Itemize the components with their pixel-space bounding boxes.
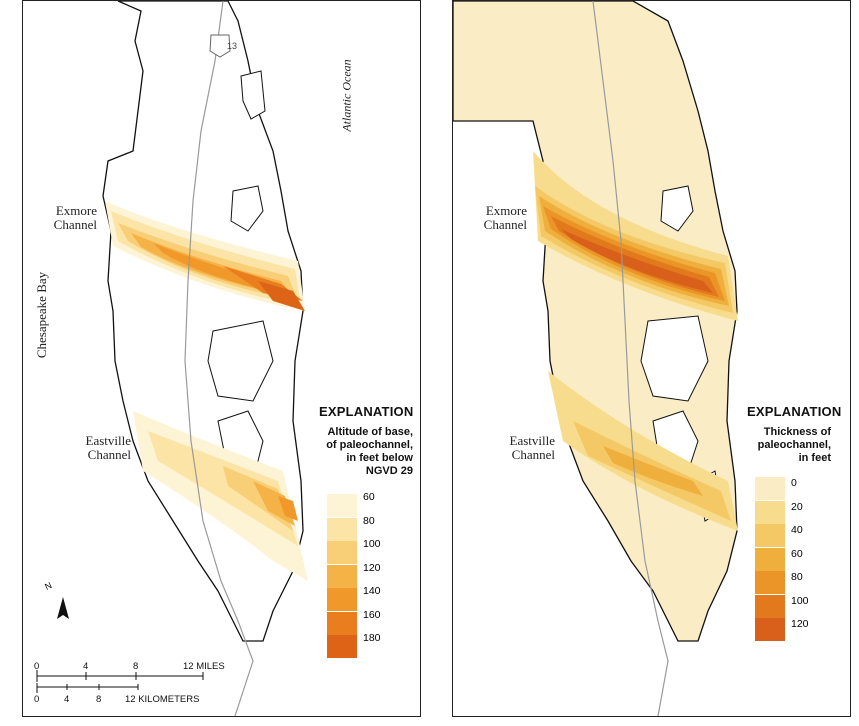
eastville-thick-60 — [603, 446, 703, 496]
road — [592, 1, 669, 716]
scale-km-12: 12 KILOMETERS — [125, 694, 200, 705]
route-13-label: 13 — [227, 41, 238, 51]
right-explanation-title: EXPLANATION — [747, 404, 842, 419]
legend-swatch — [755, 618, 785, 641]
scale-bar-km — [36, 683, 139, 693]
eastville-channel-140 — [278, 496, 298, 521]
scale-bar-miles — [36, 670, 204, 682]
legend-value: 140 — [363, 585, 381, 597]
scale-mi-0: 0 — [34, 661, 40, 672]
legend-swatch — [327, 494, 357, 517]
legend-swatch — [327, 611, 357, 635]
legend-swatch — [755, 571, 785, 594]
legend-swatch — [327, 635, 357, 658]
legend-value: 80 — [791, 571, 803, 583]
legend-swatch — [327, 588, 357, 611]
exmore-channel-180 — [258, 281, 305, 311]
eastville-channel-80 — [148, 431, 298, 546]
legend-value: 160 — [363, 608, 381, 621]
altitude-map-panel: 13 Exmore Channel Eastville Channel Chesap… — [22, 0, 421, 717]
marsh-island — [640, 315, 709, 402]
legend-value: 100 — [791, 594, 809, 607]
scale-km-4: 4 — [64, 694, 70, 705]
legend-value: 60 — [791, 547, 803, 560]
north-arrow-icon — [57, 597, 69, 619]
route-13-shield-icon — [209, 34, 231, 58]
legend-swatch — [327, 564, 357, 588]
eastville-channel-120 — [253, 481, 295, 526]
legend-value: 40 — [791, 524, 803, 536]
altitude-map-svg — [36, 1, 308, 716]
scale-km-8: 8 — [96, 694, 102, 705]
scale-mi-12: 12 MILES — [183, 661, 225, 672]
chesapeake-bay-label: Chesapeake Bay — [34, 271, 50, 359]
legend-swatch — [755, 500, 785, 524]
scale-mi-4: 4 — [83, 661, 89, 672]
left-explanation-title: EXPLANATION — [319, 404, 414, 419]
left-explanation-description: Altitude of base, of paleochannel, in fe… — [326, 426, 413, 477]
legend-value: 0 — [791, 477, 797, 489]
scale-km-0: 0 — [34, 694, 40, 705]
legend-swatch — [755, 594, 785, 618]
marsh-island — [207, 320, 274, 402]
right-exmore-channel-label: Exmore Channel — [483, 203, 527, 232]
route-13-road — [184, 1, 254, 716]
exmore-channel-label: Exmore Channel — [53, 203, 97, 232]
thickness-map-panel: Exmore Channel Eastville Channel EXPLANATI… — [452, 0, 851, 717]
legend-swatch — [327, 517, 357, 541]
legend-value: 120 — [791, 618, 809, 630]
legend-value: 100 — [363, 538, 381, 550]
marsh-island — [660, 185, 694, 232]
legend-swatch — [755, 477, 785, 500]
legend-value: 20 — [791, 500, 803, 513]
exmore-thick-120 — [561, 229, 713, 293]
marsh-island — [240, 70, 266, 120]
thickness-map-svg — [453, 1, 738, 716]
legend-swatch — [755, 547, 785, 571]
legend-swatch — [327, 541, 357, 564]
right-explanation-description: Thickness of paleochannel, in feet — [757, 426, 831, 464]
eastville-channel-label: Eastville Channel — [85, 433, 132, 462]
legend-value: 80 — [363, 514, 375, 527]
atlantic-ocean-label: Atlantic Ocean — [339, 59, 354, 132]
legend-value: 120 — [363, 561, 381, 574]
legend-value: 180 — [363, 632, 381, 644]
legend-value: 60 — [363, 491, 375, 503]
scale-mi-8: 8 — [133, 661, 139, 672]
marsh-island — [230, 185, 264, 232]
right-eastville-channel-label: Eastville Channel — [509, 433, 556, 462]
legend-swatch — [755, 524, 785, 547]
